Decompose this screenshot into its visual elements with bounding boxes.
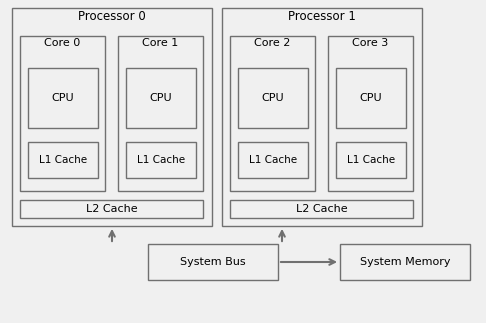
Bar: [238, 68, 308, 128]
Bar: [340, 244, 470, 280]
Text: CPU: CPU: [360, 93, 382, 103]
Text: System Bus: System Bus: [180, 257, 246, 267]
Text: L1 Cache: L1 Cache: [249, 155, 297, 165]
Bar: [230, 36, 315, 191]
Text: System Memory: System Memory: [360, 257, 450, 267]
Text: L2 Cache: L2 Cache: [295, 204, 347, 214]
Bar: [28, 142, 98, 178]
Text: Core 1: Core 1: [142, 38, 179, 48]
Text: Processor 0: Processor 0: [78, 10, 146, 23]
Text: L1 Cache: L1 Cache: [137, 155, 185, 165]
Text: L2 Cache: L2 Cache: [86, 204, 138, 214]
Text: Processor 1: Processor 1: [288, 10, 356, 23]
Bar: [20, 36, 105, 191]
Text: Core 3: Core 3: [352, 38, 389, 48]
Bar: [336, 142, 406, 178]
Bar: [238, 142, 308, 178]
Text: L1 Cache: L1 Cache: [347, 155, 395, 165]
Bar: [126, 68, 196, 128]
Bar: [336, 68, 406, 128]
Bar: [222, 8, 422, 226]
Bar: [230, 200, 413, 218]
Bar: [328, 36, 413, 191]
Text: CPU: CPU: [52, 93, 74, 103]
Bar: [126, 142, 196, 178]
Bar: [20, 200, 203, 218]
Text: CPU: CPU: [150, 93, 173, 103]
Text: CPU: CPU: [261, 93, 284, 103]
Text: Core 2: Core 2: [254, 38, 291, 48]
Bar: [12, 8, 212, 226]
Bar: [28, 68, 98, 128]
Bar: [148, 244, 278, 280]
Text: L1 Cache: L1 Cache: [39, 155, 87, 165]
Bar: [118, 36, 203, 191]
Text: Core 0: Core 0: [44, 38, 81, 48]
